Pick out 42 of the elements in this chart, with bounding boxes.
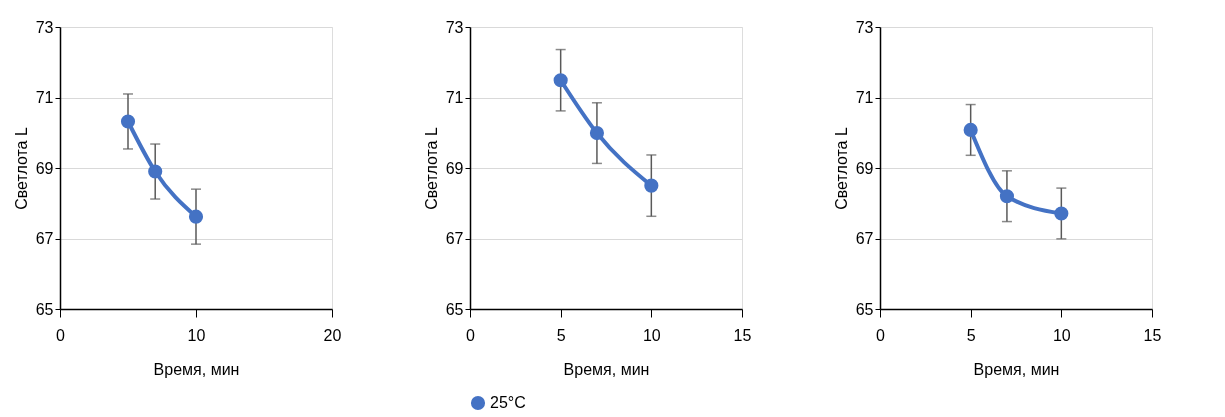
- legend-label: 25°C: [490, 394, 526, 411]
- y-tick-label: 65: [855, 300, 874, 318]
- x-tick-label: 5: [966, 326, 976, 344]
- x-axis-title: Время, мин: [973, 360, 1060, 378]
- x-tick-label: 5: [556, 326, 566, 344]
- x-tick-label: 0: [466, 326, 476, 344]
- y-axis-title: Светлота L: [832, 127, 850, 210]
- point: [1054, 206, 1069, 221]
- x-tick-label: 0: [56, 326, 66, 344]
- point: [148, 164, 163, 179]
- point: [188, 209, 204, 224]
- x-tick-label: 10: [642, 326, 661, 344]
- point: [553, 73, 568, 88]
- y-tick-label: 69: [35, 159, 54, 177]
- x-tick-label: 0: [876, 326, 886, 344]
- y-axis-title: Светлота L: [422, 127, 440, 210]
- x-tick-label: 15: [1143, 326, 1162, 344]
- x-axis-title: Время, мин: [563, 360, 650, 378]
- y-tick-label: 65: [35, 300, 54, 318]
- y-tick-label: 73: [35, 18, 54, 36]
- y-tick-label: 71: [855, 89, 874, 106]
- y-tick-label: 67: [35, 230, 54, 247]
- point: [589, 126, 604, 141]
- point: [963, 122, 978, 137]
- x-tick-label: 20: [323, 326, 342, 344]
- x-tick-label: 10: [1052, 326, 1071, 344]
- y-tick-label: 73: [855, 18, 874, 36]
- x-axis-title: Время, мин: [153, 360, 240, 378]
- point: [644, 178, 659, 193]
- point: [999, 189, 1014, 204]
- y-tick-label: 69: [445, 159, 464, 177]
- y-tick-label: 65: [445, 300, 464, 318]
- y-tick-label: 67: [855, 230, 874, 247]
- y-tick-label: 71: [35, 89, 54, 106]
- x-tick-label: 10: [187, 326, 206, 344]
- y-tick-label: 67: [445, 230, 464, 247]
- y-axis-title: Светлота L: [12, 127, 30, 210]
- point: [120, 114, 136, 129]
- y-tick-label: 69: [855, 159, 874, 177]
- y-tick-label: 73: [445, 18, 464, 36]
- y-tick-label: 71: [445, 89, 464, 106]
- x-tick-label: 15: [733, 326, 752, 344]
